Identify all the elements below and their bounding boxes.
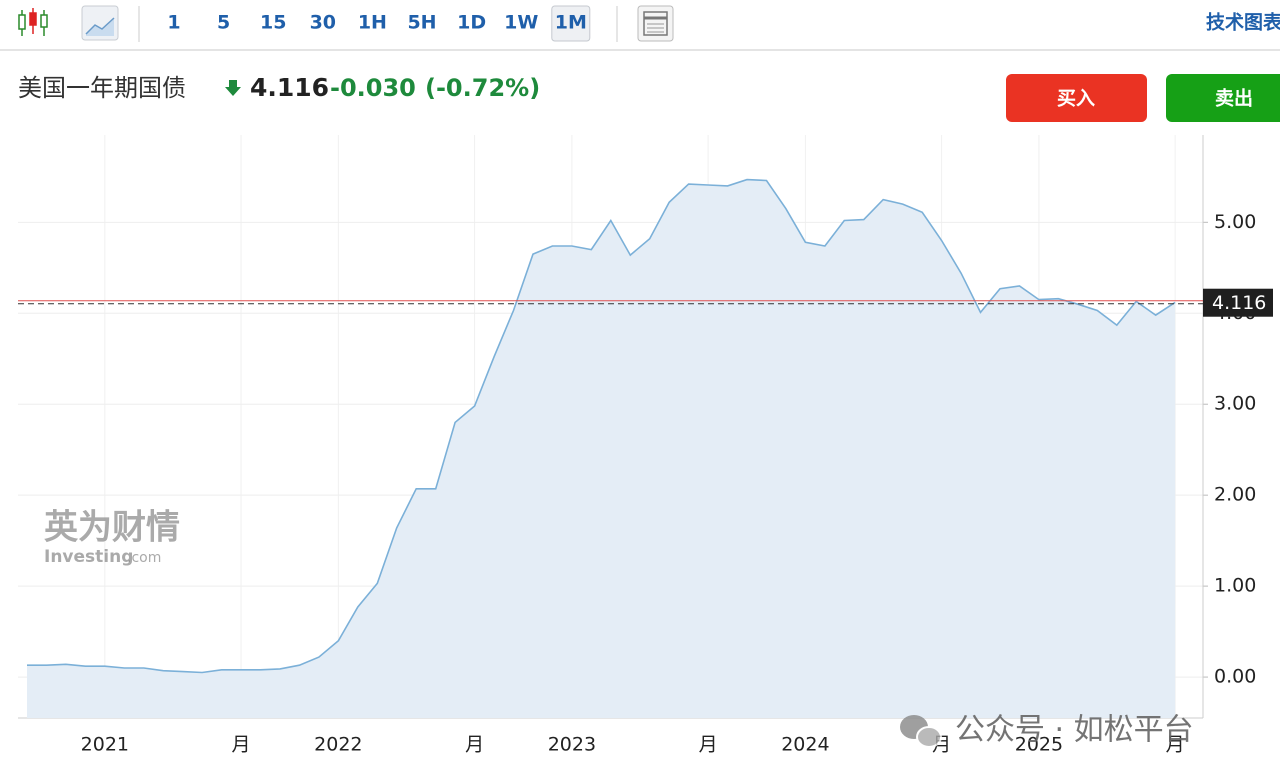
x-tick-label: 月 <box>699 734 718 756</box>
interval-button[interactable]: 30 <box>310 12 336 34</box>
x-tick-label: 2023 <box>548 734 596 756</box>
x-tick-label: 月 <box>465 734 484 756</box>
y-tick-label: 3.00 <box>1214 393 1256 415</box>
watermark-site: Investing <box>44 547 133 567</box>
interval-button[interactable]: 1D <box>457 12 486 34</box>
tech-chart-link[interactable]: 技术图表 <box>1206 11 1280 34</box>
price-change: -0.030 <box>330 74 416 102</box>
y-tick-label: 5.00 <box>1214 211 1256 233</box>
instrument-name: 美国一年期国债 <box>18 74 186 102</box>
x-tick-label: 2021 <box>81 734 129 756</box>
toolbar: 1 5 15 30 1H 5H 1D 1W 1M 技术图表 <box>0 5 1280 51</box>
active-interval-box[interactable] <box>551 5 591 42</box>
interval-button[interactable]: 1W <box>504 12 538 34</box>
interval-button[interactable]: 5 <box>217 12 230 34</box>
watermark-brand: 英为财情 <box>44 508 180 548</box>
wechat-icon <box>900 715 942 748</box>
y-tick-label: 0.00 <box>1214 666 1256 688</box>
watermark-site-suffix: .com <box>127 550 161 566</box>
x-tick-label: 2022 <box>314 734 362 756</box>
x-tick-label: 2024 <box>781 734 829 756</box>
y-tick-label: 2.00 <box>1214 484 1256 506</box>
price-tag-label: 4.116 <box>1212 292 1266 314</box>
down-arrow <box>225 80 241 96</box>
interval-button[interactable]: 15 <box>260 12 286 34</box>
interval-button[interactable]: 1M <box>555 12 587 34</box>
sell-label[interactable]: 卖出 <box>1215 87 1253 110</box>
x-tick-label: 2025 <box>1015 734 1063 756</box>
last-price: 4.116 <box>250 73 329 102</box>
interval-button[interactable]: 5H <box>407 12 436 34</box>
candle-icon[interactable] <box>18 8 48 36</box>
price-line <box>27 178 1176 674</box>
buy-button[interactable] <box>1006 74 1147 122</box>
x-tick-label: 月 <box>232 734 251 756</box>
overlay-text: 公众号 · 如松平台 <box>955 713 1194 748</box>
area-fill <box>27 179 1176 719</box>
price-change-pct: (-0.72%) <box>425 74 540 102</box>
buy-label[interactable]: 买入 <box>1057 88 1095 110</box>
x-tick-label: 月 <box>1166 734 1185 756</box>
interval-button[interactable]: 1H <box>358 12 387 34</box>
price-tag <box>1203 288 1273 317</box>
y-tick-label: 1.00 <box>1214 575 1256 597</box>
sell-button[interactable] <box>1166 74 1280 122</box>
interval-button[interactable]: 1 <box>167 12 180 34</box>
